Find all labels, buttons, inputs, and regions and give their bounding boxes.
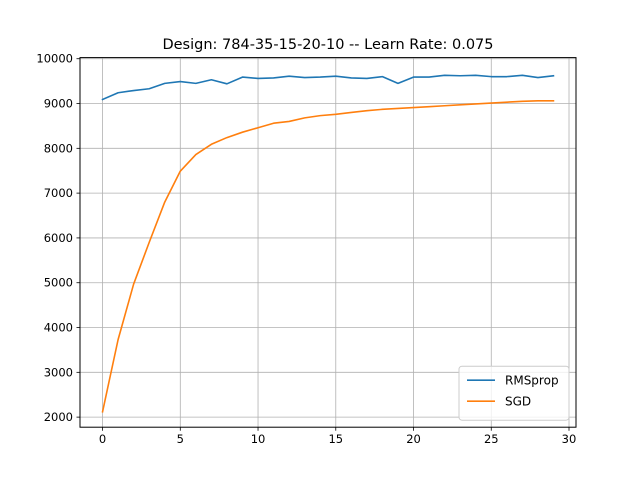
legend: RMSprop SGD xyxy=(458,365,570,421)
x-tick-label: 5 xyxy=(177,432,184,446)
plot-area-frame xyxy=(79,57,577,428)
x-tick-label: 15 xyxy=(328,432,343,446)
chart-title: Design: 784-35-15-20-10 -- Learn Rate: 0… xyxy=(162,37,493,53)
series-line-rmsprop xyxy=(101,74,555,101)
legend-label: RMSprop xyxy=(505,374,559,388)
axis-ticks: 0 5 10 15 20 25 30 2000 3000 4000 5000 6000 7000 8000… xyxy=(36,52,576,446)
series-lines xyxy=(101,74,555,413)
x-tick-label: 10 xyxy=(251,432,266,446)
y-tick-label: 2000 xyxy=(44,410,73,424)
series-line-sgd xyxy=(101,100,555,413)
grid-lines xyxy=(80,57,576,428)
y-tick-label: 9000 xyxy=(44,97,73,111)
x-tick-label: 20 xyxy=(406,432,421,446)
y-tick-label: 10000 xyxy=(36,52,73,66)
y-tick-label: 6000 xyxy=(44,231,73,245)
x-tick-label: 30 xyxy=(562,432,577,446)
y-tick-label: 5000 xyxy=(44,276,73,290)
y-tick-label: 3000 xyxy=(44,365,73,379)
x-tick-label: 0 xyxy=(99,432,106,446)
x-tick-label: 25 xyxy=(484,432,499,446)
legend-label: SGD xyxy=(505,395,531,409)
y-tick-label: 4000 xyxy=(44,321,73,335)
y-tick-label: 8000 xyxy=(44,141,73,155)
y-tick-label: 7000 xyxy=(44,186,73,200)
